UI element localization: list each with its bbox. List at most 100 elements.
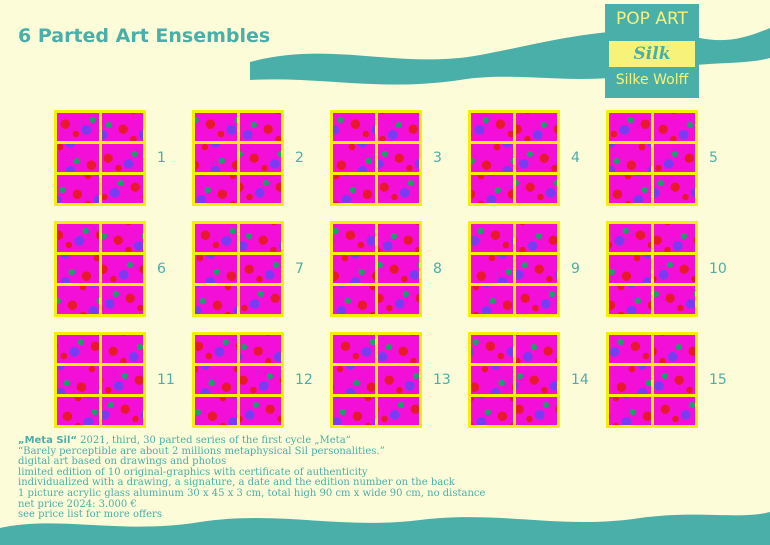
artwork [330,110,422,206]
desc-lead: „Meta Sil“ [18,435,77,446]
panel [653,175,695,203]
panel [195,224,237,252]
item-number: 15 [709,372,727,388]
panel [471,224,513,252]
artwork [330,221,422,317]
panel [515,224,557,252]
panel [239,397,281,425]
panel [195,175,237,203]
panel [377,113,419,141]
panel [333,224,375,252]
panel [239,113,281,141]
panel [609,286,651,314]
desc-line: limited edition of 10 original-graphics … [18,466,368,478]
panel [333,144,375,172]
panel [653,286,695,314]
desc-line: digital art based on drawings and photos [18,456,227,468]
panel [653,397,695,425]
panel [515,366,557,394]
panel [101,175,143,203]
panel [57,113,99,141]
artwork [192,221,284,317]
panel [609,397,651,425]
panel [239,286,281,314]
panel [471,286,513,314]
panel [101,255,143,283]
item-number: 11 [157,372,175,388]
logo-script: Silk [609,41,695,67]
panel [471,144,513,172]
panel [333,286,375,314]
desc-line: “Barely perceptible are about 2 millions… [18,445,385,457]
artwork [192,332,284,428]
panel [101,366,143,394]
panel [57,255,99,283]
item-number: 4 [571,150,580,166]
logo-top: POP ART [616,9,688,29]
artwork [330,332,422,428]
logo: POP ART Silk Silke Wolff [605,4,699,98]
item-number: 7 [295,261,304,277]
bottom-wave [0,512,770,545]
artwork [468,332,560,428]
desc-line: net price 2024: 3.000 € [18,498,137,510]
panel [609,366,651,394]
desc-lead-rest: 2021, third, 30 parted series of the fir… [76,435,351,446]
panel [57,397,99,425]
panel [377,255,419,283]
panel [471,175,513,203]
artwork [54,332,146,428]
panel [333,113,375,141]
panel [333,175,375,203]
panel [333,335,375,363]
item-number: 2 [295,150,304,166]
item-number: 14 [571,372,589,388]
panel [239,335,281,363]
item-number: 12 [295,372,313,388]
panel [195,397,237,425]
panel [239,366,281,394]
panel [609,175,651,203]
panel [195,113,237,141]
panel [333,397,375,425]
panel [195,366,237,394]
logo-name: Silke Wolff [615,72,689,88]
panel [377,224,419,252]
desc-line: individualized with a drawing, a signatu… [18,477,455,489]
panel [57,286,99,314]
item-number: 1 [157,150,166,166]
panel [609,144,651,172]
item-number: 5 [709,150,718,166]
panel [653,335,695,363]
panel [471,113,513,141]
panel [57,144,99,172]
item-number: 13 [433,372,451,388]
item-number: 10 [709,261,727,277]
panel [653,113,695,141]
panel [377,286,419,314]
item-number: 8 [433,261,442,277]
item-number: 3 [433,150,442,166]
item-number: 6 [157,261,166,277]
panel [515,255,557,283]
panel [609,113,651,141]
artwork [468,110,560,206]
panel [515,335,557,363]
artwork [468,221,560,317]
panel [195,335,237,363]
panel [515,286,557,314]
artwork [192,110,284,206]
panel [239,255,281,283]
panel [377,175,419,203]
panel [653,144,695,172]
panel [515,397,557,425]
item-number: 9 [571,261,580,277]
panel [471,335,513,363]
panel [101,144,143,172]
desc-line: „Meta Sil“ 2021, third, 30 parted series… [18,435,485,447]
panel [239,175,281,203]
panel [101,286,143,314]
artwork [606,332,698,428]
panel [101,335,143,363]
panel [609,335,651,363]
